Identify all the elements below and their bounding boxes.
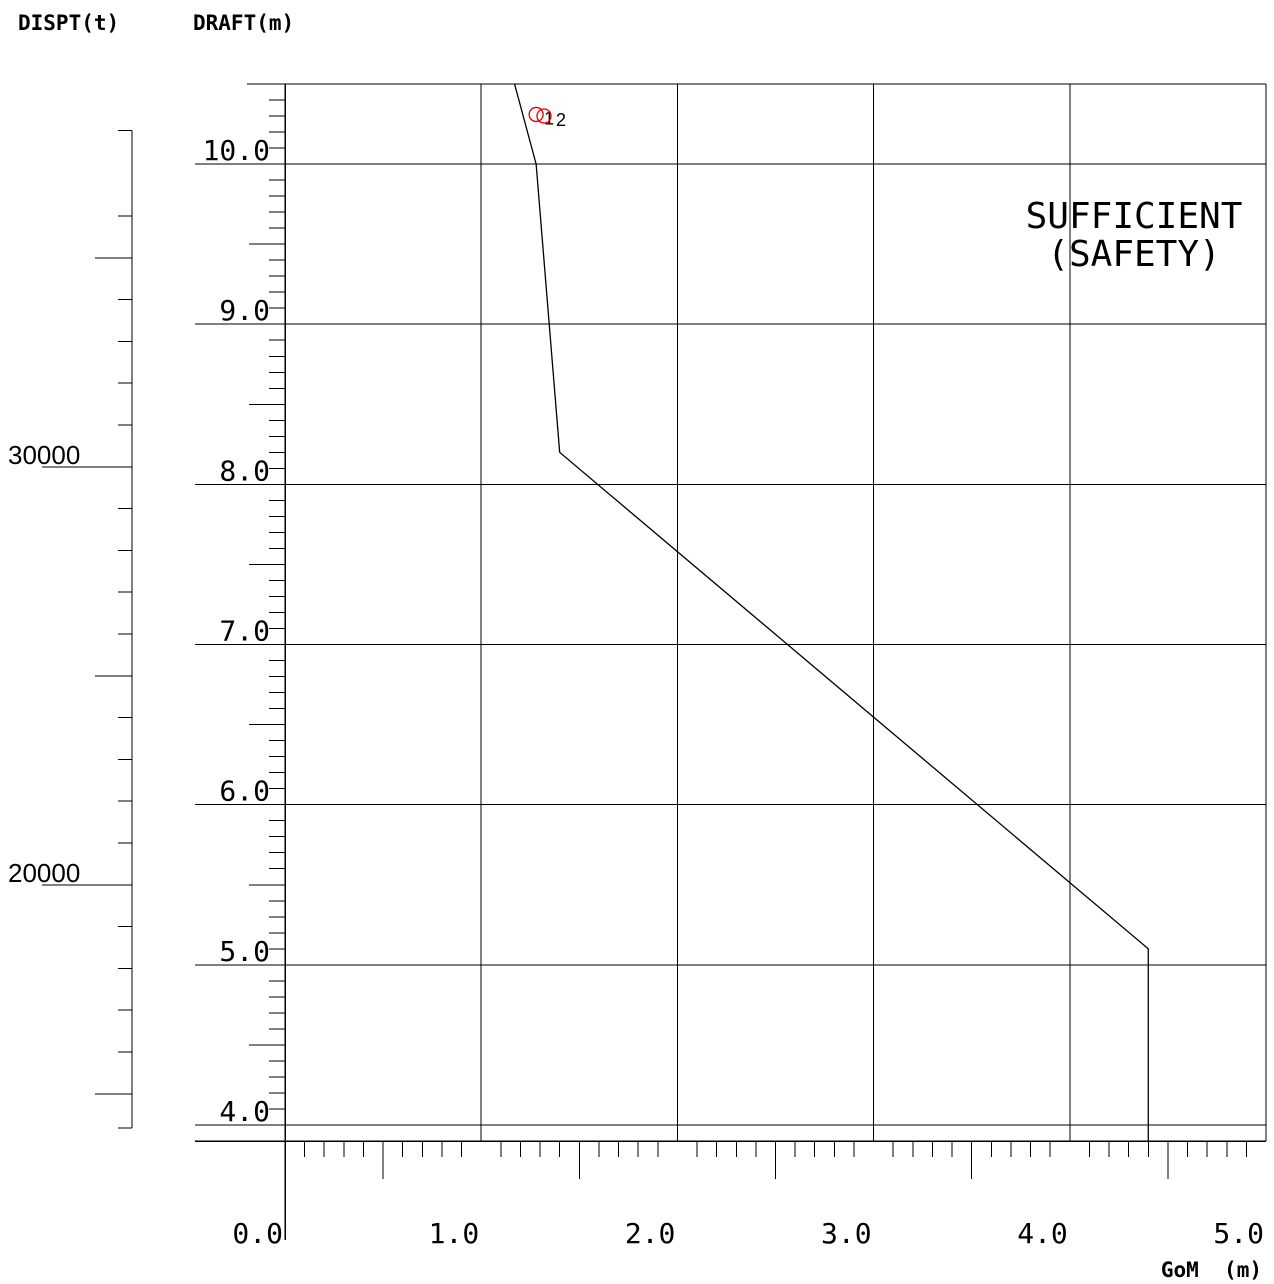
x-tick-labels: 0.0 1.0 2.0 3.0 4.0 5.0 xyxy=(232,1217,1264,1250)
y-tick-labels: 4.0 5.0 6.0 7.0 8.0 9.0 10.0 xyxy=(203,134,270,1128)
disp-scale: 30000 20000 xyxy=(8,129,133,1129)
condition-point-marker xyxy=(536,108,552,124)
y-tick-label: 4.0 xyxy=(219,1095,270,1128)
x-tick-label: 2.0 xyxy=(625,1217,676,1250)
draft-axis-title: DRAFT(m) xyxy=(193,11,294,35)
status-line-2: (SAFETY) xyxy=(1047,234,1220,275)
x-tick-label: 5.0 xyxy=(1213,1217,1264,1250)
y-tick-label: 6.0 xyxy=(219,775,270,808)
x-tick-label: 3.0 xyxy=(821,1217,872,1250)
y-tick-label: 10.0 xyxy=(203,134,270,167)
condition-point-label: 2 xyxy=(556,110,566,130)
condition-point-label: 1 xyxy=(544,108,554,128)
x-tick-label: 4.0 xyxy=(1017,1217,1068,1250)
series-layer xyxy=(513,83,1149,1141)
axes xyxy=(195,84,1266,1240)
condition-point-marker xyxy=(528,106,544,123)
disp-axis-title: DISPT(t) xyxy=(18,11,119,35)
x-axis-title: GoM (m) xyxy=(1161,1258,1262,1282)
minor-ticks xyxy=(249,83,1247,1179)
limit-curve xyxy=(513,83,1149,1141)
status-line-1: SUFFICIENT xyxy=(1026,196,1243,237)
y-tick-label: 9.0 xyxy=(219,294,270,327)
y-tick-label: 7.0 xyxy=(219,615,270,648)
disp-scale-label: 20000 xyxy=(8,858,80,888)
disp-scale-label: 30000 xyxy=(8,440,80,470)
x-tick-label: 0.0 xyxy=(232,1217,283,1250)
gridlines xyxy=(195,83,1267,1141)
x-tick-label: 1.0 xyxy=(429,1217,480,1250)
y-tick-label: 8.0 xyxy=(219,454,270,487)
y-tick-label: 5.0 xyxy=(219,935,270,968)
